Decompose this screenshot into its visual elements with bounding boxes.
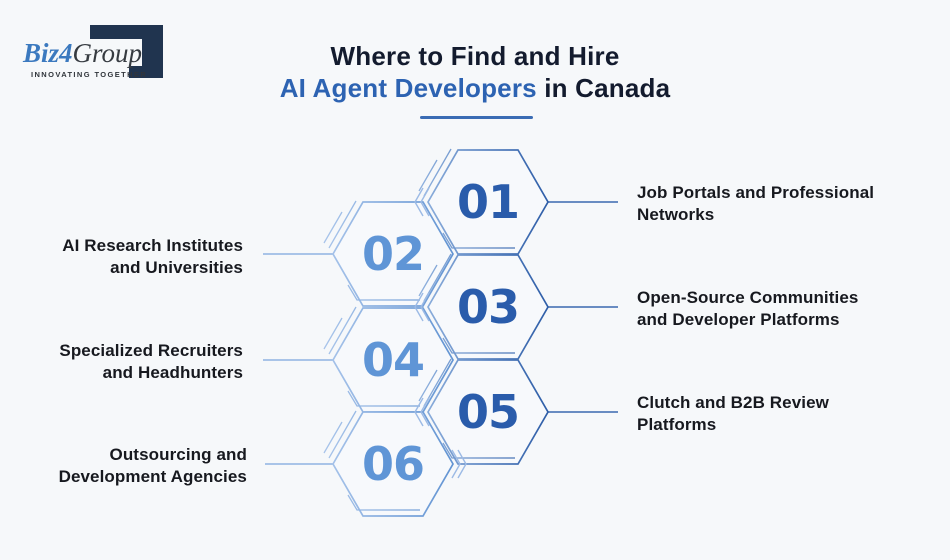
hexagon-06 <box>323 410 454 517</box>
hex-number-03: 03 <box>456 280 520 334</box>
logo-text-group: Group <box>72 38 143 68</box>
connector-lines <box>263 201 618 465</box>
item-label-1: Job Portals and Professional Networks <box>637 182 907 226</box>
logo-wordmark: Biz4Group <box>23 38 142 68</box>
item-label-3-line2: and Developer Platforms <box>637 310 840 329</box>
logo-text-biz: Biz <box>23 38 60 68</box>
item-label-6-line2: Development Agencies <box>58 467 247 486</box>
item-label-1-line1: Job Portals and Professional <box>637 183 875 202</box>
page-title-line1: Where to Find and Hire <box>330 41 620 71</box>
hexagon-03 <box>418 253 549 360</box>
hex-number-06: 06 <box>361 437 425 491</box>
logo-text-4: 4 <box>59 38 73 68</box>
item-label-3-line1: Open-Source Communities <box>637 288 859 307</box>
item-label-6-line1: Outsourcing and <box>109 445 247 464</box>
item-label-5: Clutch and B2B Review Platforms <box>637 392 907 436</box>
item-label-4-line1: Specialized Recruiters <box>59 341 243 360</box>
hex-number-04: 04 <box>361 333 425 387</box>
page-title-line2: AI Agent Developers in Canada <box>0 73 950 103</box>
item-label-4: Specialized Recruiters and Headhunters <box>0 340 243 384</box>
logo: Biz4Group INNOVATING TOGETHER <box>0 0 200 100</box>
hex-number-01: 01 <box>456 175 520 229</box>
item-label-2-line1: AI Research Institutes <box>62 236 243 255</box>
logo-tagline: INNOVATING TOGETHER <box>31 70 148 79</box>
item-label-2-line2: and Universities <box>110 258 243 277</box>
item-label-5-line1: Clutch and B2B Review <box>637 393 829 412</box>
item-label-5-line2: Platforms <box>637 415 717 434</box>
hexagon-02 <box>323 200 454 307</box>
item-label-6: Outsourcing and Development Agencies <box>0 444 247 488</box>
hex-number-05: 05 <box>456 385 520 439</box>
item-label-1-line2: Networks <box>637 205 715 224</box>
page-title-rest: in Canada <box>536 73 671 103</box>
logo-bracket-icon <box>90 25 163 78</box>
title-underline <box>420 116 533 119</box>
page-title-highlight: AI Agent Developers <box>279 73 537 103</box>
item-label-2: AI Research Institutes and Universities <box>0 235 243 279</box>
item-label-4-line2: and Headhunters <box>102 363 243 382</box>
item-label-3: Open-Source Communities and Developer Pl… <box>637 287 907 331</box>
chevron-accent-marks <box>414 187 467 479</box>
hex-number-02: 02 <box>361 227 425 281</box>
